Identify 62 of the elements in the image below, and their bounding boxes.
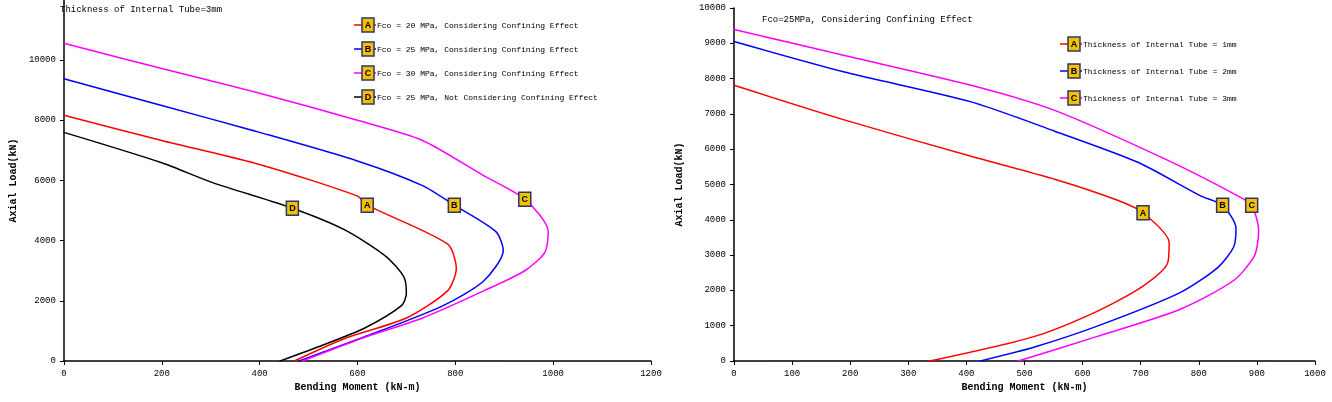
annotation: B — [1219, 200, 1227, 211]
x-tick-label: 0 — [731, 368, 737, 379]
x-tick-label: 900 — [1248, 368, 1265, 379]
legend-label: Thickness of Internal Tube = 1mm — [1083, 39, 1237, 49]
y-axis-title: Axial Load(kN) — [673, 142, 685, 227]
text: A — [1070, 39, 1078, 49]
legend-label: Thickness of Internal Tube = 2mm — [1083, 66, 1237, 76]
text: C — [364, 68, 372, 78]
y-tick-label: 7000 — [704, 108, 726, 119]
y-tick-label: 0 — [720, 356, 726, 366]
y-tick-label: 6000 — [34, 175, 56, 186]
y-tick-label: 5000 — [704, 179, 726, 190]
x-tick-label: 200 — [153, 368, 170, 379]
legend-label: Fco = 25 MPa, Considering Confining Effect — [377, 44, 579, 54]
annotation: A — [363, 200, 371, 211]
annotation: C — [1248, 200, 1256, 211]
y-tick-label: 2000 — [704, 285, 726, 296]
x-tick-label: 600 — [1074, 368, 1091, 379]
y-tick-label: 1000 — [704, 320, 726, 331]
text: B — [364, 44, 372, 54]
line-series — [63, 114, 458, 362]
x-tick-label: 1200 — [640, 368, 662, 379]
x-tick-label: 1000 — [542, 368, 564, 379]
annotation: A — [1139, 207, 1147, 218]
x-tick-label: 600 — [349, 368, 366, 379]
text: D — [364, 92, 372, 102]
y-tick-label: 4000 — [704, 214, 726, 225]
x-tick-label: 800 — [447, 368, 464, 379]
annotation: B — [451, 200, 459, 211]
x-tick-label: 800 — [1190, 368, 1207, 379]
text: A — [364, 20, 372, 30]
x-tick-label: 500 — [1016, 368, 1033, 379]
legend-label: Fco = 20 MPa, Considering Confining Effect — [377, 20, 579, 30]
x-tick-label: 300 — [900, 368, 917, 379]
y-axis-title: Axial Load(kN) — [7, 138, 19, 223]
y-tick-label: 10000 — [28, 55, 56, 66]
annotation: C — [521, 194, 529, 205]
legend-label: Fco = 25 MPa, Not Considering Confining Effect — [377, 92, 598, 102]
y-tick-label: 3000 — [704, 250, 726, 261]
y-tick-label: 4000 — [34, 235, 56, 246]
x-tick-label: 0 — [61, 368, 67, 379]
text: B — [1070, 66, 1078, 76]
y-tick-label: 8000 — [704, 73, 726, 84]
y-tick-label: 9000 — [704, 38, 726, 49]
text: C — [1070, 93, 1078, 103]
x-tick-label: 400 — [251, 368, 268, 379]
x-tick-label: 1000 — [1304, 368, 1326, 379]
annotation: D — [289, 203, 297, 214]
x-tick-label: 700 — [1132, 368, 1149, 379]
y-tick-label: 10000 — [698, 3, 726, 13]
y-tick-label: 0 — [50, 356, 56, 366]
text: Fco=25MPa, Considering Confining Effect — [762, 14, 973, 25]
x-tick-label: 400 — [958, 368, 975, 379]
x-tick-label: 200 — [842, 368, 859, 379]
x-axis-title: Bending Moment (kN-m) — [294, 382, 421, 394]
y-tick-label: 2000 — [34, 295, 56, 306]
x-tick-label: 100 — [784, 368, 801, 379]
legend-label: Thickness of Internal Tube = 3mm — [1083, 93, 1237, 103]
y-tick-label: 8000 — [34, 115, 56, 126]
x-axis-title: Bending Moment (kN-m) — [961, 382, 1088, 394]
legend-label: Fco = 30 MPa, Considering Confining Effect — [377, 68, 579, 78]
y-tick-label: 6000 — [704, 144, 726, 155]
